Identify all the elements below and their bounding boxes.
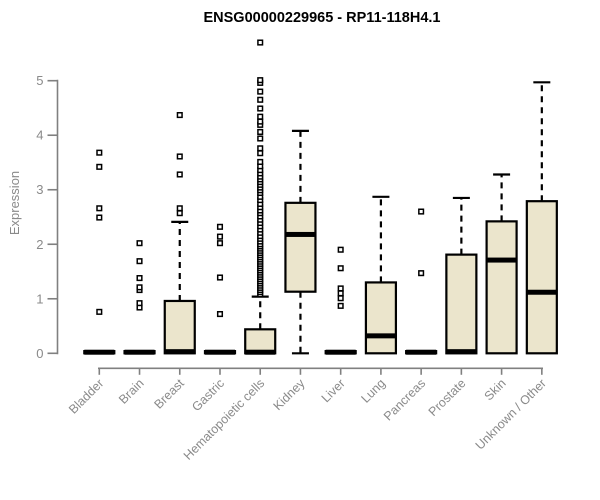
iqr-box: [244, 328, 277, 355]
boxplot-brain: [123, 240, 156, 355]
outlier-point: [257, 158, 264, 165]
iqr-box: [445, 253, 478, 355]
y-tick-label: 4: [36, 128, 43, 143]
boxplot-skin: [485, 173, 518, 355]
outlier-point: [216, 223, 224, 230]
outlier-point: [96, 214, 103, 221]
x-category-label: Unknown / Other: [473, 376, 549, 452]
median-line: [486, 257, 517, 263]
x-category-label: Gastric: [189, 376, 227, 414]
outlier-point: [257, 39, 264, 46]
outlier-point: [257, 88, 264, 95]
median-line: [164, 349, 195, 355]
outlier-point: [176, 111, 183, 119]
boxplot-pancreas: [405, 208, 438, 355]
y-tick-label: 3: [36, 182, 43, 197]
outlier-point: [136, 300, 143, 307]
boxplot-unknown-other: [525, 81, 558, 355]
boxplot-kidney: [284, 129, 317, 355]
boxplot-hematopoietic-cells: [244, 39, 277, 355]
outlier-point: [216, 274, 224, 281]
outlier-point: [136, 240, 143, 247]
outlier-point: [257, 150, 264, 157]
outlier-point: [337, 295, 344, 302]
outlier-point: [257, 77, 264, 84]
outlier-point: [337, 285, 344, 292]
boxplot-lung: [364, 195, 398, 355]
median-line: [526, 289, 557, 295]
outlier-point: [257, 105, 264, 112]
outlier-point: [96, 149, 103, 156]
boxplot-series: [83, 39, 558, 355]
median-line: [124, 349, 155, 355]
iqr-box: [163, 299, 196, 355]
y-tick-label: 2: [36, 237, 43, 252]
boxplot-breast: [163, 111, 196, 355]
x-category-label: Skin: [482, 376, 509, 403]
x-category-label: Lung: [358, 376, 388, 406]
x-category-label: Prostate: [426, 376, 469, 419]
median-line: [204, 349, 235, 355]
outlier-point: [96, 205, 103, 212]
boxplot-liver: [324, 246, 357, 355]
outlier-point: [216, 310, 224, 318]
outlier-point: [257, 118, 264, 125]
outlier-point: [337, 290, 344, 297]
outlier-point: [216, 233, 224, 240]
outlier-point: [216, 240, 224, 247]
median-line: [285, 231, 316, 237]
median-line: [406, 349, 437, 355]
x-category-label: Hematopoietic cells: [181, 376, 268, 463]
outlier-point: [136, 275, 143, 282]
median-line: [365, 333, 396, 339]
median-line: [446, 349, 477, 355]
outlier-point: [96, 163, 103, 170]
chart-title: ENSG00000229965 - RP11-118H4.1: [203, 10, 440, 26]
x-category-label: Pancreas: [381, 376, 428, 423]
outlier-point: [257, 145, 264, 152]
outlier-point: [257, 113, 264, 120]
outlier-point: [176, 171, 183, 178]
y-tick-label: 5: [36, 73, 43, 88]
x-category-label: Kidney: [271, 376, 308, 413]
outlier-point: [337, 302, 344, 309]
outlier-point: [418, 270, 425, 277]
x-category-label: Breast: [151, 376, 187, 412]
outlier-point: [176, 210, 183, 217]
outlier-point: [418, 208, 425, 215]
iqr-box: [364, 281, 398, 355]
outlier-point: [337, 265, 344, 272]
outlier-point: [136, 258, 143, 265]
median-line: [325, 349, 356, 355]
iqr-box: [525, 200, 558, 355]
outlier-point: [337, 246, 344, 253]
boxplot-prostate: [445, 196, 478, 355]
outlier-point: [136, 284, 143, 291]
boxplot-bladder: [83, 149, 116, 355]
outlier-point: [257, 135, 264, 142]
x-category-label: Liver: [319, 376, 348, 405]
outlier-point: [257, 96, 264, 103]
y-axis-label: Expression: [7, 171, 22, 235]
y-tick-label: 0: [36, 346, 43, 361]
iqr-box: [485, 220, 518, 355]
outlier-point: [176, 153, 183, 160]
median-line: [84, 349, 115, 355]
boxplot-gastric: [203, 223, 237, 355]
outlier-point: [176, 205, 183, 212]
median-line: [245, 349, 276, 355]
iqr-box: [284, 201, 317, 293]
outlier-point: [96, 308, 103, 315]
x-category-label: Bladder: [66, 376, 106, 416]
outlier-point: [257, 128, 264, 135]
x-category-label: Brain: [116, 376, 147, 407]
y-tick-label: 1: [36, 291, 43, 306]
